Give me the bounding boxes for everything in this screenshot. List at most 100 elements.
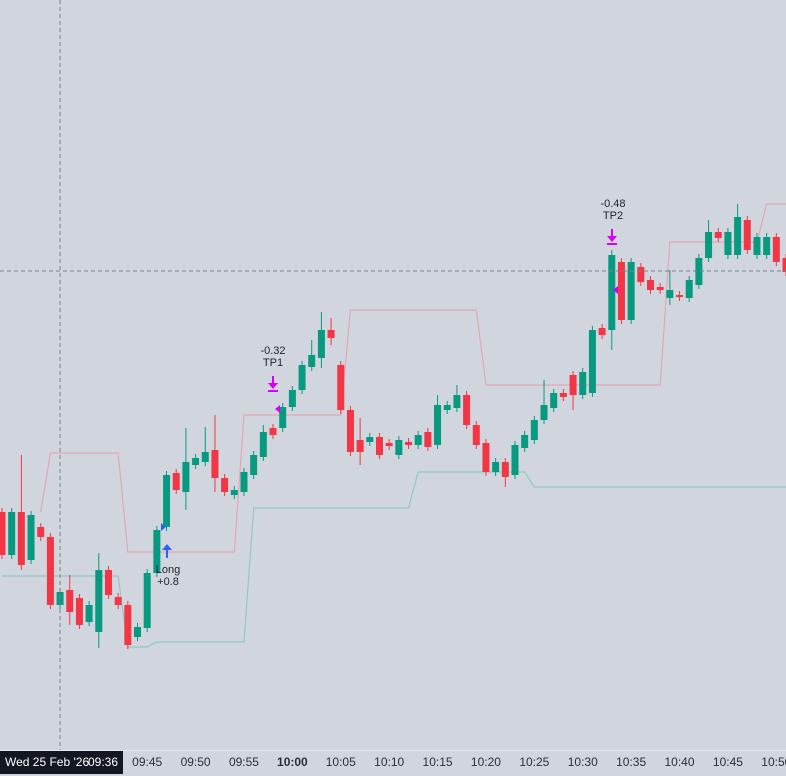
x-tick-label: 09:45 xyxy=(132,755,162,769)
band-line xyxy=(2,471,786,648)
candle-body xyxy=(134,627,142,637)
crosshair-date: Wed 25 Feb '26 xyxy=(5,755,89,769)
candle-body xyxy=(182,462,190,492)
candle-body xyxy=(27,515,35,560)
candle-body xyxy=(308,355,316,367)
candle-body xyxy=(346,410,354,452)
candle-body xyxy=(95,570,103,632)
candle-body xyxy=(46,537,54,605)
candle-body xyxy=(724,232,732,255)
candle-body xyxy=(753,237,761,255)
annotation-text: TP1 xyxy=(263,357,283,369)
candle-body xyxy=(163,475,171,527)
x-tick-label: 10:10 xyxy=(374,755,404,769)
candle-body xyxy=(269,428,277,435)
candle-body xyxy=(201,452,209,462)
candle-body xyxy=(298,365,306,390)
candle-body xyxy=(75,598,83,625)
x-tick-label: 10:05 xyxy=(326,755,356,769)
candle-body xyxy=(743,220,751,250)
candle-body xyxy=(782,258,786,272)
annotation-text: TP2 xyxy=(603,210,623,222)
x-tick-label: 10:20 xyxy=(471,755,501,769)
candle-body xyxy=(414,435,422,445)
candle-body xyxy=(221,478,229,492)
bands xyxy=(2,203,786,648)
candle-body xyxy=(288,390,296,407)
annotation-text: Long xyxy=(156,564,180,576)
candle-body xyxy=(104,570,112,595)
candle-body xyxy=(617,262,625,320)
crosshair-label-box xyxy=(0,751,123,774)
exit-triangle xyxy=(275,405,280,413)
candle-body xyxy=(676,295,684,297)
candle-body xyxy=(588,330,596,393)
exit-triangle xyxy=(613,286,618,294)
annotation-text: -0.48 xyxy=(600,198,625,210)
candle-body xyxy=(337,365,345,410)
x-tick-label: 10:15 xyxy=(423,755,453,769)
long-arrow-head xyxy=(162,544,172,550)
candle-body xyxy=(395,440,403,455)
time-axis xyxy=(0,750,786,776)
candle-body xyxy=(627,262,635,320)
entry-triangle xyxy=(161,523,166,531)
candle-body xyxy=(646,280,654,290)
candle-body xyxy=(453,395,461,408)
candle-body xyxy=(608,255,616,330)
candle-body xyxy=(327,330,335,338)
candle-body xyxy=(356,440,364,452)
candle-body xyxy=(492,462,500,472)
candle-body xyxy=(211,450,219,478)
annotation-text: -0.32 xyxy=(260,345,285,357)
x-tick-label: 10:00 xyxy=(277,755,308,769)
candle-body xyxy=(705,232,713,258)
candle-body xyxy=(250,455,258,475)
candle-body xyxy=(772,237,780,262)
candle-body xyxy=(463,395,471,425)
x-tick-label: 10:45 xyxy=(713,755,743,769)
candle-body xyxy=(317,330,325,358)
candle-body xyxy=(172,473,180,490)
candle-body xyxy=(143,573,151,628)
candle-body xyxy=(37,527,45,537)
candle-body xyxy=(192,458,200,465)
candle-body xyxy=(637,267,645,282)
candle-body xyxy=(385,443,393,446)
x-tick-label: 10:25 xyxy=(519,755,549,769)
time-ticks: 09:45 09:50 09:55 10:00 10:05 10:10 10:15 10:20… xyxy=(132,755,786,769)
candle-body xyxy=(85,605,93,622)
candle-body xyxy=(472,425,480,445)
crosshair-time: 09:36 xyxy=(88,755,118,769)
band-line xyxy=(40,203,786,553)
candle-body xyxy=(230,490,238,495)
candle-body xyxy=(511,445,519,475)
candle-body xyxy=(366,437,374,442)
candle-body xyxy=(279,407,287,428)
candle-body xyxy=(0,512,6,555)
candle-body xyxy=(598,328,606,335)
candle-body xyxy=(443,405,451,410)
exit-arrow-head xyxy=(607,236,617,242)
candle-body xyxy=(559,393,567,397)
candle-body xyxy=(424,432,432,447)
candle-body xyxy=(569,375,577,395)
x-tick-label: 09:50 xyxy=(181,755,211,769)
x-tick-label: 10:30 xyxy=(568,755,598,769)
candle-body xyxy=(153,530,161,573)
candle-body xyxy=(124,605,132,645)
candle-body xyxy=(550,393,558,408)
candle-body xyxy=(114,597,122,605)
candle-body xyxy=(521,435,529,448)
candle-body xyxy=(540,405,548,420)
candle-body xyxy=(666,290,674,298)
candle-body xyxy=(734,217,742,255)
x-tick-label: 10:40 xyxy=(665,755,695,769)
candle-body xyxy=(501,462,509,477)
candle-body xyxy=(434,405,442,445)
candle-body xyxy=(240,472,248,492)
x-tick-label: 10:50 xyxy=(761,755,786,769)
tp1-marker: -0.32 TP1 xyxy=(260,345,286,413)
